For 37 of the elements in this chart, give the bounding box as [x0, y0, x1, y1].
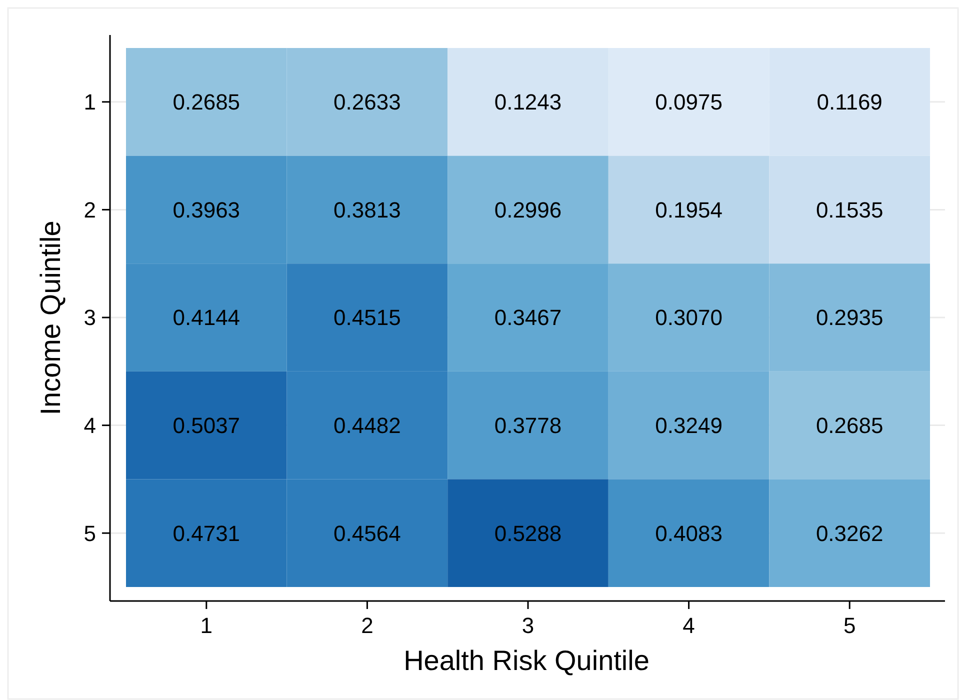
y-axis-title: Income Quintile: [35, 220, 66, 416]
data-label: 0.4482: [334, 413, 401, 438]
data-label: 0.4564: [334, 520, 401, 546]
data-label: 0.3070: [655, 305, 722, 330]
data-label: 0.3467: [494, 305, 562, 330]
data-label: 0.1535: [816, 197, 884, 222]
data-label: 0.2685: [172, 90, 240, 115]
data-label: 0.3778: [494, 413, 562, 438]
data-label: 0.2996: [494, 197, 562, 222]
data-label: 0.3249: [655, 413, 722, 438]
y-tick-label: 2: [84, 197, 96, 222]
data-label: 0.5037: [172, 413, 240, 438]
x-tick-label: 2: [361, 613, 374, 638]
y-tick-label: 5: [84, 520, 96, 546]
data-label: 0.2935: [816, 305, 884, 330]
data-label: 0.4083: [655, 520, 722, 546]
data-label: 0.0975: [655, 90, 722, 115]
data-label: 0.4515: [334, 305, 401, 330]
data-label: 0.4144: [172, 305, 240, 330]
y-tick-label: 3: [84, 305, 96, 330]
x-tick-label: 4: [682, 613, 695, 638]
data-label: 0.1169: [816, 90, 882, 115]
data-label: 0.3813: [334, 197, 401, 222]
x-tick-label: 5: [843, 613, 856, 638]
x-axis-title: Health Risk Quintile: [404, 645, 650, 676]
data-label: 0.2633: [334, 90, 401, 115]
data-label: 0.5288: [494, 520, 562, 546]
x-tick-label: 3: [522, 613, 534, 638]
y-tick-label: 1: [84, 90, 96, 115]
y-tick-label: 4: [84, 413, 96, 438]
data-label: 0.4731: [172, 520, 240, 546]
x-tick-label: 1: [200, 613, 213, 638]
data-label: 0.3963: [172, 197, 240, 222]
data-label: 0.1243: [494, 90, 562, 115]
data-label: 0.3262: [816, 520, 884, 546]
data-label: 0.1954: [655, 197, 722, 222]
data-label: 0.2685: [816, 413, 884, 438]
